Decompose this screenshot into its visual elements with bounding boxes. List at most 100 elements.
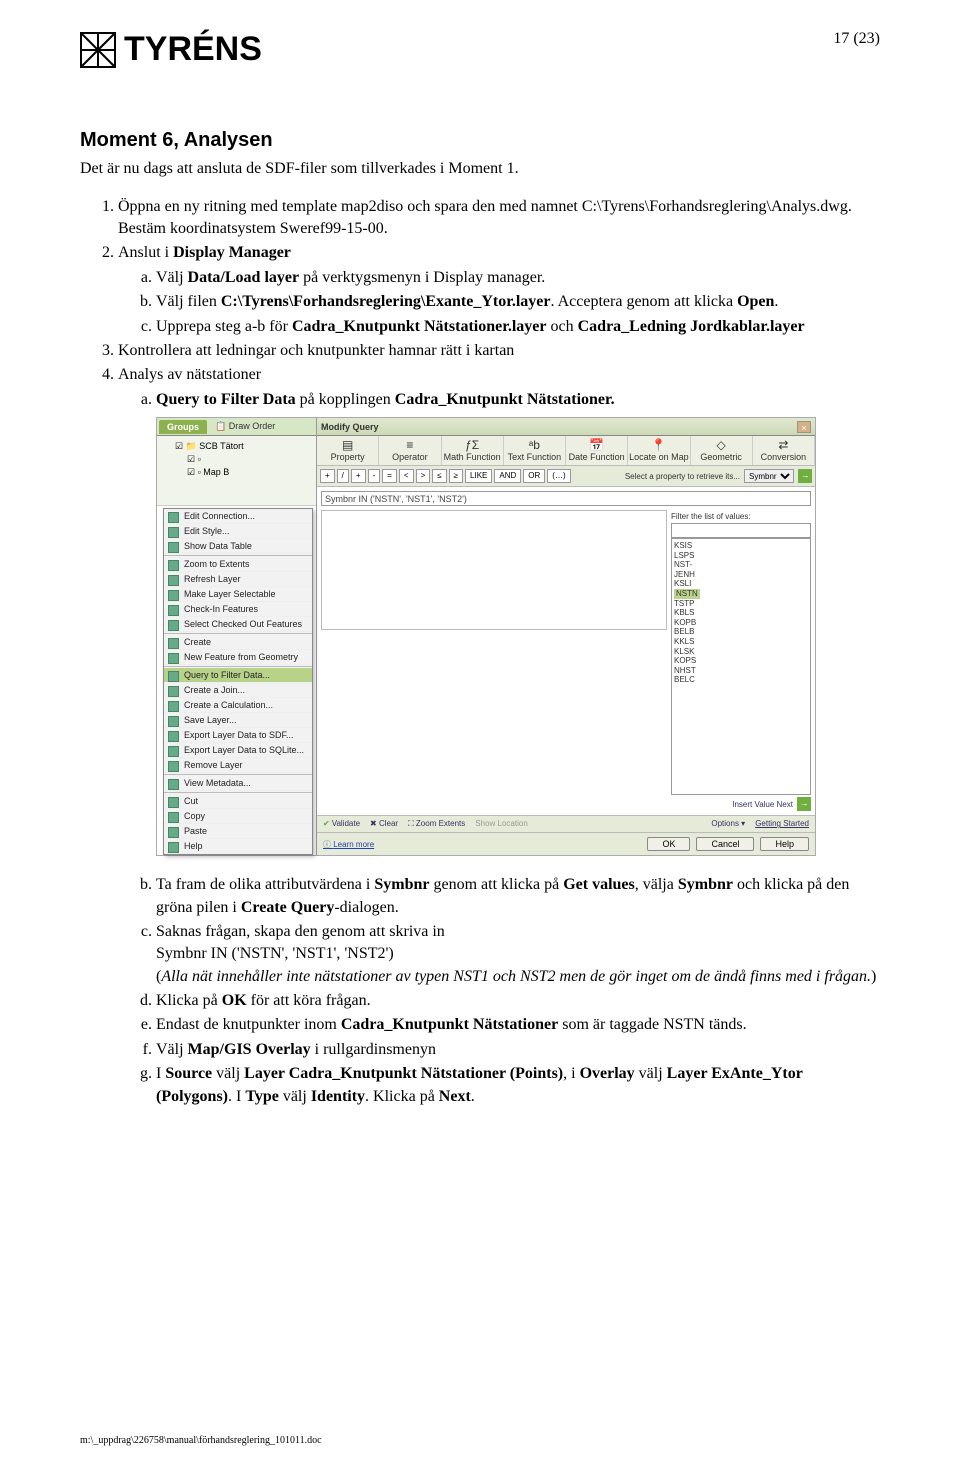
operator-button[interactable]: = [382, 469, 397, 483]
value-item[interactable]: KKLS [674, 637, 808, 647]
tab-draw-order[interactable]: 📋 Draw Order [207, 419, 283, 434]
value-item[interactable]: KSLI [674, 579, 808, 589]
ok-button[interactable]: OK [647, 837, 690, 851]
value-item[interactable]: NHST [674, 666, 808, 676]
layer-tree[interactable]: ☑ 📁 SCB Tätort ☑ ▫ ☑ ▫ Map B [157, 436, 316, 506]
category-property[interactable]: ▤Property [317, 436, 379, 465]
tab-groups[interactable]: Groups [159, 420, 207, 434]
t: för att köra frågan. [247, 992, 371, 1009]
context-menu-item[interactable]: New Feature from Geometry [164, 650, 312, 665]
learn-more-link[interactable]: Learn more [323, 839, 374, 850]
t: som är taggade NSTN tänds. [558, 1016, 746, 1033]
context-menu-item[interactable]: Save Layer... [164, 713, 312, 728]
tree-root[interactable]: ☑ 📁 SCB Tätort [161, 440, 312, 453]
context-menu-item[interactable]: Edit Style... [164, 524, 312, 539]
context-menu-item[interactable]: Remove Layer [164, 758, 312, 773]
go-button[interactable]: → [798, 469, 812, 483]
context-menu-item[interactable]: Create a Calculation... [164, 698, 312, 713]
value-item[interactable]: KSIS [674, 541, 808, 551]
value-item[interactable]: BELC [674, 675, 808, 685]
tree-item[interactable]: ☑ ▫ [161, 453, 312, 466]
item-f: Välj Map/GIS Overlay i rullgardinsmenyn [156, 1039, 880, 1061]
category-date-function[interactable]: 📅Date Function [566, 436, 628, 465]
value-item[interactable]: KBLS [674, 608, 808, 618]
category-geometric[interactable]: ◇Geometric [691, 436, 753, 465]
value-item[interactable]: LSPS [674, 551, 808, 561]
operator-button[interactable]: - [368, 469, 381, 483]
t: SCB Tätort [199, 441, 243, 451]
help-button[interactable]: Help [760, 837, 809, 851]
context-menu-item[interactable]: Refresh Layer [164, 572, 312, 587]
step-2c: Upprepa steg a-b för Cadra_Knutpunkt Nät… [156, 316, 880, 338]
item-g: I Source välj Layer Cadra_Knutpunkt Näts… [156, 1063, 880, 1108]
category-locate-on-map[interactable]: 📍Locate on Map [628, 436, 690, 465]
t: I [156, 1065, 165, 1082]
value-item[interactable]: NSTN [674, 589, 808, 599]
context-menu-item[interactable]: Check-In Features [164, 602, 312, 617]
validate-link[interactable]: Validate [323, 819, 360, 829]
context-menu-item[interactable]: Zoom to Extents [164, 557, 312, 572]
operator-button[interactable]: + [320, 469, 335, 483]
value-item[interactable]: JENH [674, 570, 808, 580]
context-menu-item[interactable]: Show Data Table [164, 539, 312, 554]
clear-link[interactable]: ✖ Clear [370, 819, 398, 829]
t: Get values [563, 876, 635, 893]
operator-button[interactable]: ≤ [432, 469, 446, 483]
context-menu-item[interactable]: Query to Filter Data... [164, 668, 312, 683]
context-menu-item[interactable]: Export Layer Data to SQLite... [164, 743, 312, 758]
context-menu-item[interactable]: Export Layer Data to SDF... [164, 728, 312, 743]
context-menu-item[interactable]: Copy [164, 809, 312, 824]
context-menu-item[interactable]: Paste [164, 824, 312, 839]
step-4-sublist: Query to Filter Data på kopplingen Cadra… [118, 389, 880, 411]
values-list[interactable]: KSISLSPSNST-JENHKSLINSTNTSTPKBLSKOPBBELB… [671, 538, 811, 795]
operator-button[interactable]: / [337, 469, 349, 483]
value-item[interactable]: KLSK [674, 647, 808, 657]
category-operator[interactable]: ≡Operator [379, 436, 441, 465]
step-4: Analys av nätstationer Query to Filter D… [118, 364, 880, 411]
category-math-function[interactable]: ƒΣMath Function [442, 436, 504, 465]
query-result-area [321, 510, 667, 630]
category-conversion[interactable]: ⇄Conversion [753, 436, 815, 465]
options-link[interactable]: Options ▾ [711, 819, 745, 829]
operator-button[interactable]: AND [494, 469, 521, 483]
property-dropdown[interactable]: Symbnr [744, 469, 794, 483]
operator-button[interactable]: (…) [547, 469, 570, 483]
value-item[interactable]: KOPS [674, 656, 808, 666]
insert-row: Insert Value Next → [671, 797, 811, 811]
operator-button[interactable]: + [351, 469, 366, 483]
filter-input[interactable] [671, 523, 811, 538]
value-item[interactable]: KOPB [674, 618, 808, 628]
operator-button[interactable]: < [399, 469, 414, 483]
t: . Klicka på [365, 1088, 439, 1105]
t: Cadra_Knutpunkt Nätstationer.layer [292, 318, 547, 335]
context-menu-item[interactable]: Make Layer Selectable [164, 587, 312, 602]
t: Next [439, 1088, 471, 1105]
value-item[interactable]: TSTP [674, 599, 808, 609]
context-menu-item[interactable]: Select Checked Out Features [164, 617, 312, 632]
tree-item[interactable]: ☑ ▫ Map B [161, 466, 312, 479]
query-text[interactable]: Symbnr IN ('NSTN', 'NST1', 'NST2') [321, 491, 811, 506]
value-item[interactable]: BELB [674, 627, 808, 637]
close-icon[interactable]: × [797, 421, 811, 433]
context-menu-item[interactable]: Cut [164, 794, 312, 809]
dialog-footer: Learn more OK Cancel Help [317, 832, 815, 855]
step-4a: Query to Filter Data på kopplingen Cadra… [156, 389, 880, 411]
operator-button[interactable]: ≥ [449, 469, 463, 483]
category-text-function[interactable]: ᵃbText Function [504, 436, 566, 465]
context-menu-item[interactable]: Help [164, 839, 312, 854]
context-menu-item[interactable]: Create [164, 635, 312, 650]
value-item[interactable]: NST- [674, 560, 808, 570]
zoom-link[interactable]: ⛶ Zoom Extents [408, 819, 465, 829]
context-menu-item[interactable]: Create a Join... [164, 683, 312, 698]
operator-button[interactable]: OR [523, 469, 545, 483]
t: Layer Cadra_Knutpunkt Nätstationer (Poin… [244, 1065, 563, 1082]
t: . Acceptera genom att klicka [550, 293, 737, 310]
getting-started-link[interactable]: Getting Started [755, 819, 809, 829]
operator-button[interactable]: LIKE [465, 469, 492, 483]
context-menu-item[interactable]: View Metadata... [164, 776, 312, 791]
insert-go-button[interactable]: → [797, 797, 811, 811]
t: Cadra_Ledning Jordkablar.layer [578, 318, 805, 335]
operator-button[interactable]: > [416, 469, 431, 483]
context-menu-item[interactable]: Edit Connection... [164, 509, 312, 524]
cancel-button[interactable]: Cancel [696, 837, 754, 851]
